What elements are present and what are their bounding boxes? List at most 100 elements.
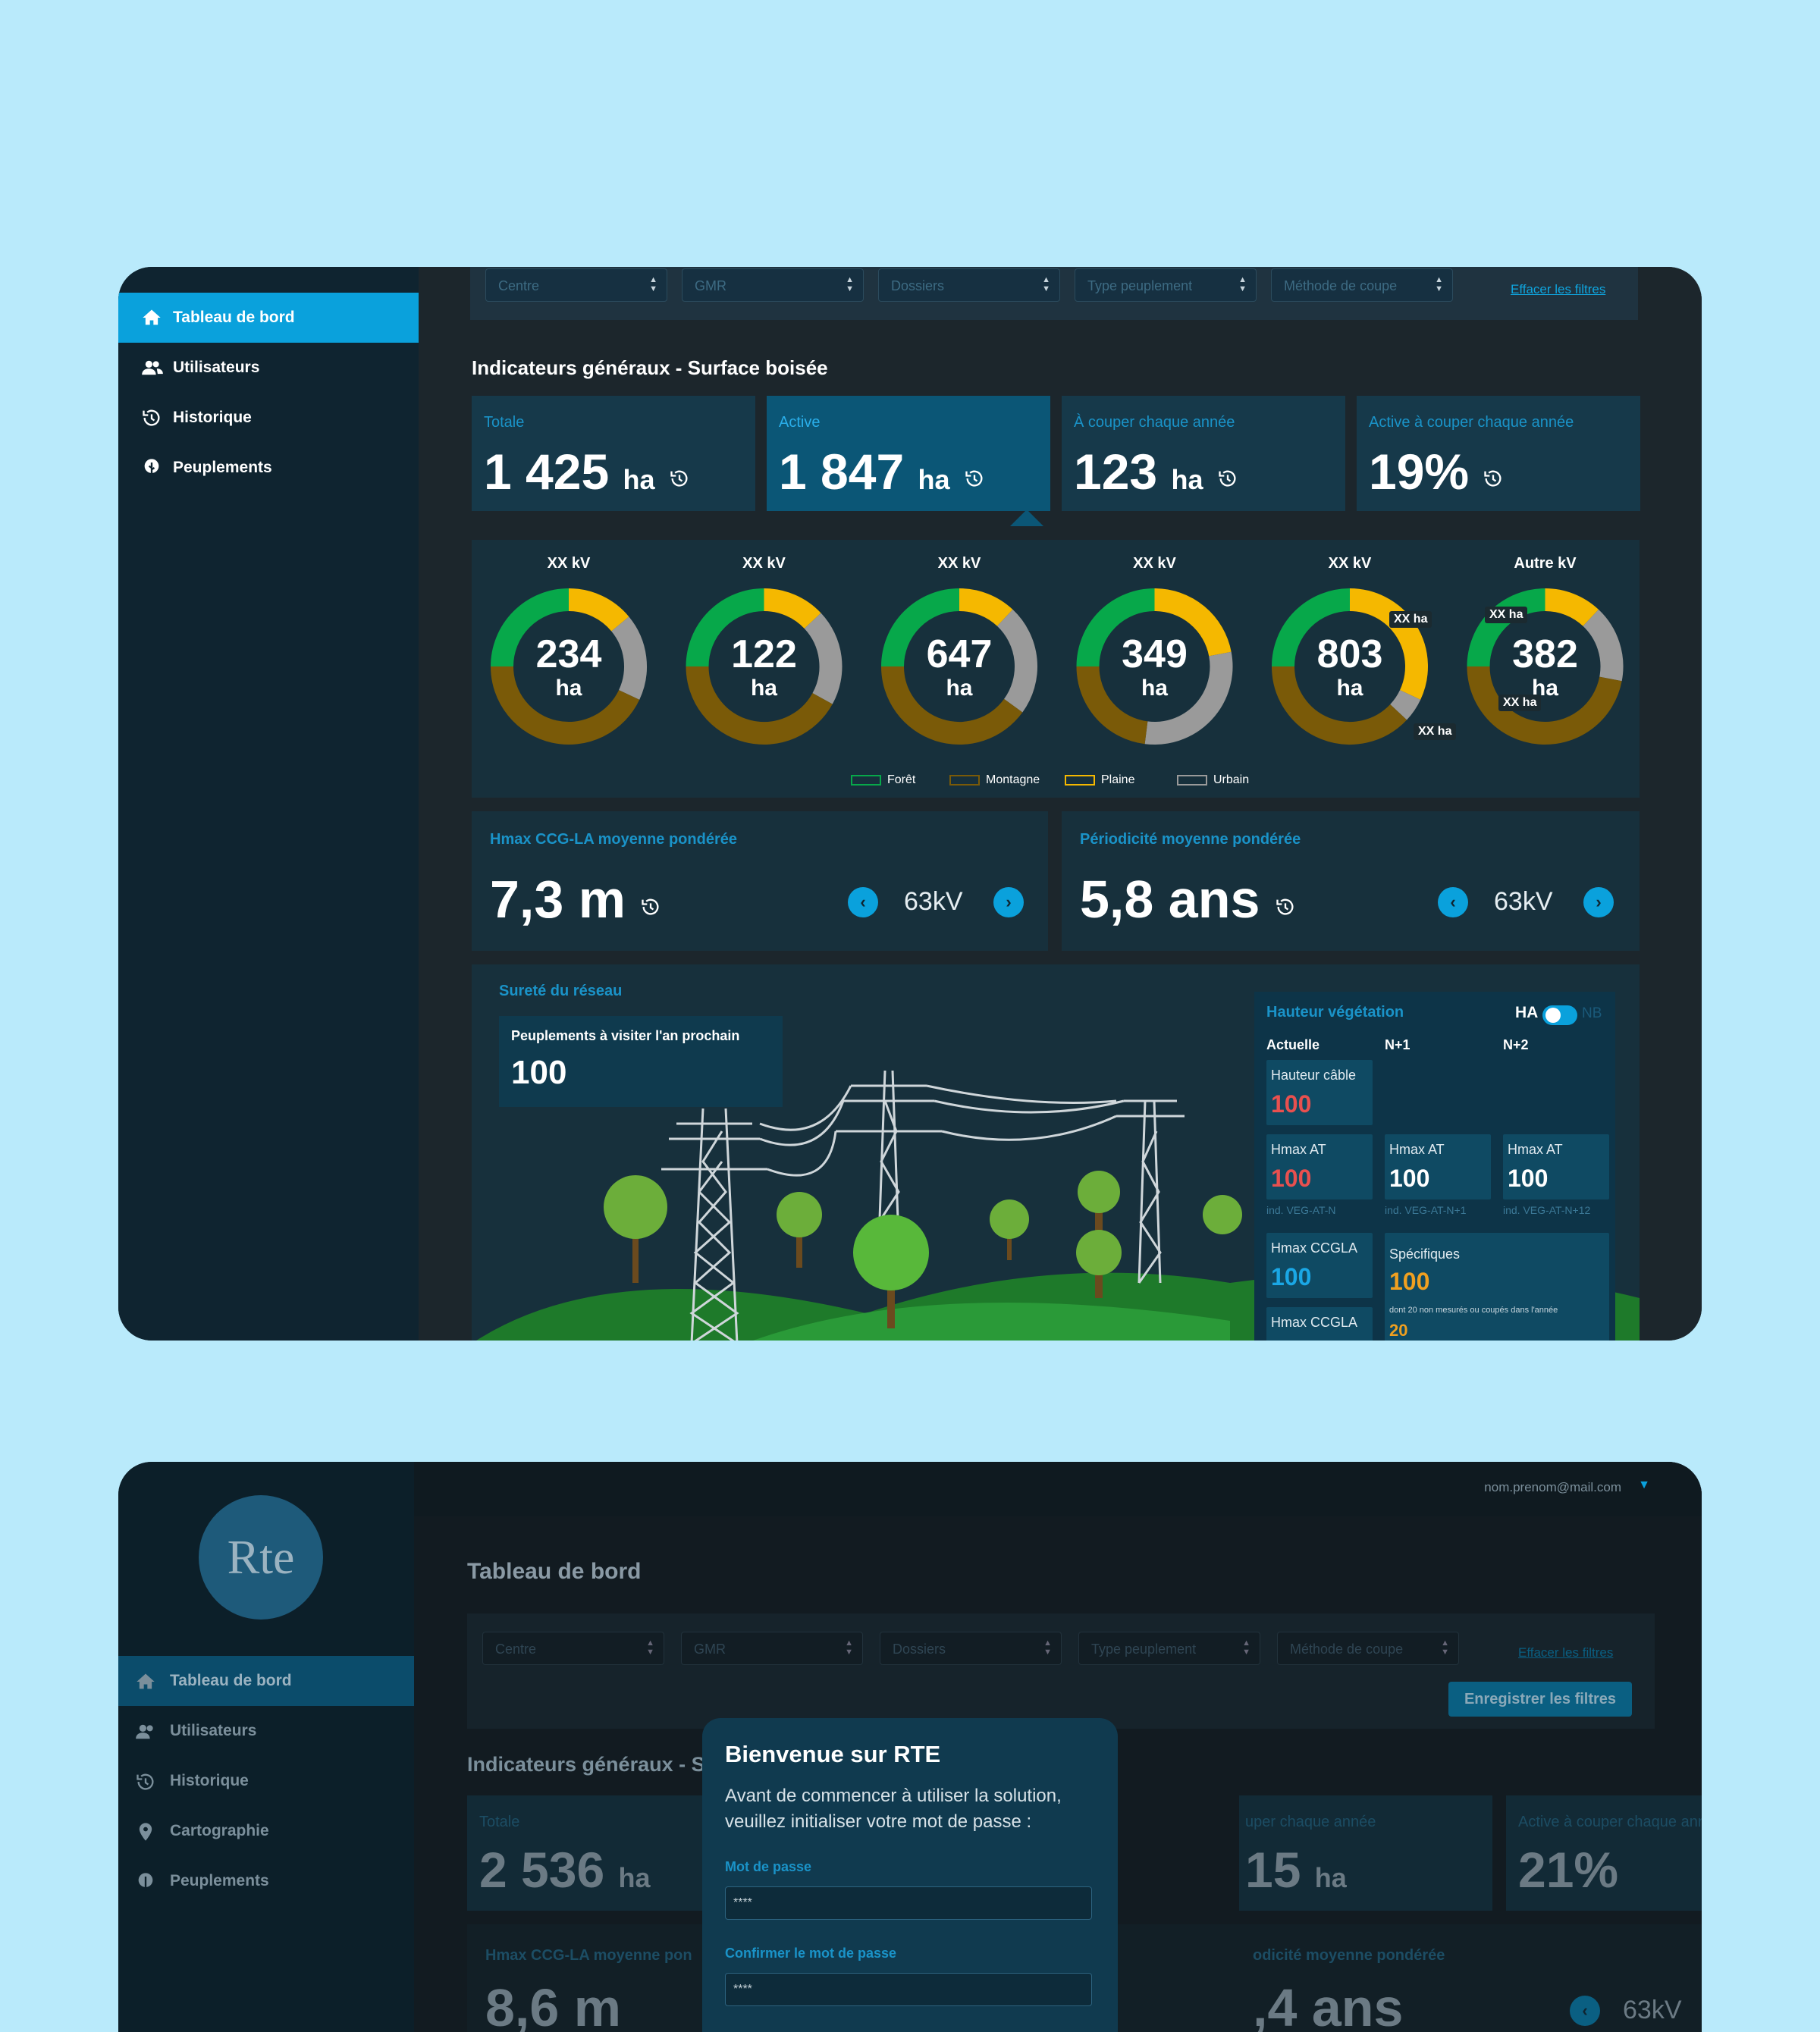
type-peuplement-select[interactable]: Type peuplement ▲ ▼ <box>1078 1632 1260 1665</box>
prev-kv-button[interactable]: ‹ <box>1570 1996 1600 2026</box>
col-label: N+1 <box>1385 1037 1410 1052</box>
kpi-active-a-couper[interactable]: Active à couper chaque année 19% <box>1357 396 1640 511</box>
donut-segment <box>1272 588 1351 667</box>
sidebar-item-label: Cartographie <box>170 1822 269 1839</box>
kpi-number: 1 847 <box>779 444 905 500</box>
history-icon[interactable] <box>964 468 985 489</box>
chevron-down-icon[interactable]: ▼ <box>1638 1479 1650 1491</box>
history-icon[interactable] <box>1217 468 1238 489</box>
box-label: Hmax AT <box>1508 1142 1563 1157</box>
hmax-ccgla-box: Hmax CCGLA 100 <box>1266 1233 1373 1298</box>
toggle-knob <box>1545 1008 1561 1023</box>
next-kv-button[interactable]: › <box>993 887 1024 917</box>
donut-number: 234 <box>535 632 602 676</box>
chevron-updown-icon: ▲ ▼ <box>1441 1638 1449 1657</box>
donut-number: 122 <box>731 632 797 676</box>
prev-kv-button[interactable]: ‹ <box>848 887 878 917</box>
history-icon[interactable] <box>669 468 690 489</box>
donut-unit: ha <box>555 676 582 701</box>
kpi-label: Totale <box>479 1814 520 1830</box>
chevron-updown-icon: ▲ ▼ <box>1435 275 1443 293</box>
chevron-left-icon: ‹ <box>1582 2001 1588 2020</box>
gmr-select[interactable]: GMR ▲ ▼ <box>682 268 864 302</box>
top-bar: nom.prenom@mail.com ▼ <box>414 1462 1702 1516</box>
donut-segment <box>1349 588 1428 700</box>
kpi-value: 21% <box>1518 1842 1619 1898</box>
user-email[interactable]: nom.prenom@mail.com <box>1484 1480 1621 1494</box>
box-label: Hmax AT <box>1271 1142 1326 1157</box>
donut-number: 382 <box>1512 632 1578 676</box>
kpi-a-couper[interactable]: À couper chaque année 123 ha <box>1062 396 1345 511</box>
legend-item-plaine: Plaine <box>1065 773 1134 787</box>
history-icon[interactable] <box>640 896 661 917</box>
sidebar-item-peuplements[interactable]: Peuplements <box>118 1856 414 1906</box>
methode-coupe-select[interactable]: Méthode de coupe ▲ ▼ <box>1271 268 1453 302</box>
donut-segment <box>491 666 640 745</box>
sidebar-item-tableau-de-bord[interactable]: Tableau de bord <box>118 1656 414 1706</box>
donut-segment <box>686 588 765 667</box>
surete-panel: Sureté du réseau <box>472 964 1640 1341</box>
donut-segment <box>763 588 821 629</box>
select-value: Méthode de coupe <box>1284 278 1398 293</box>
indicator-label: ind. VEG-AT-N+1 <box>1385 1204 1467 1216</box>
sidebar-item-peuplements[interactable]: Peuplements <box>118 443 419 493</box>
sidebar-item-historique[interactable]: Historique <box>118 393 419 443</box>
save-filters-button[interactable]: Enregistrer les filtres <box>1448 1682 1632 1717</box>
sidebar-item-utilisateurs[interactable]: Utilisateurs <box>118 1706 414 1756</box>
password-field[interactable]: **** <box>725 1886 1092 1920</box>
type-peuplement-select[interactable]: Type peuplement ▲ ▼ <box>1075 268 1257 302</box>
kpi-active[interactable]: Active 1 847 ha <box>767 396 1050 511</box>
confirm-password-field[interactable]: **** <box>725 1973 1092 2006</box>
clear-filters-link[interactable]: Effacer les filtres <box>1518 1645 1614 1660</box>
kv-value: 63kV <box>1494 887 1553 916</box>
clear-filters-link[interactable]: Effacer les filtres <box>1511 282 1606 296</box>
next-kv-button[interactable]: › <box>1583 887 1614 917</box>
donut-segment <box>1144 651 1233 745</box>
donut-segment <box>1153 588 1232 657</box>
history-icon[interactable] <box>1275 896 1296 917</box>
methode-coupe-select[interactable]: Méthode de coupe ▲ ▼ <box>1277 1632 1459 1665</box>
legend-swatch <box>1065 775 1095 786</box>
kpi-number: 15 <box>1245 1842 1301 1898</box>
toggle-off-label: NB <box>1582 1005 1602 1021</box>
kpi-totale[interactable]: Totale 1 425 ha <box>472 396 755 511</box>
select-value: Centre <box>495 1642 537 1657</box>
dossiers-select[interactable]: Dossiers ▲ ▼ <box>878 268 1060 302</box>
donut-segment <box>804 613 843 704</box>
history-icon[interactable] <box>1483 468 1504 489</box>
donut-unit: ha <box>1336 676 1363 701</box>
kpi-number: 1 425 <box>484 444 610 500</box>
centre-select[interactable]: Centre ▲ ▼ <box>482 1632 664 1665</box>
home-icon <box>143 309 161 325</box>
donut-label: XX kV <box>1328 555 1372 572</box>
legend-item-montagne: Montagne <box>949 773 1040 787</box>
kpi-totale: Totale 2 536 ha <box>467 1795 717 1911</box>
sidebar-item-historique[interactable]: Historique <box>118 1756 414 1806</box>
dossiers-select[interactable]: Dossiers ▲ ▼ <box>880 1632 1062 1665</box>
users-icon <box>142 360 163 375</box>
gmr-select[interactable]: GMR ▲ ▼ <box>681 1632 863 1665</box>
centre-select[interactable]: Centre ▲ ▼ <box>485 268 667 302</box>
donut-value: 122 ha <box>704 633 825 701</box>
metric-number: 5,8 ans <box>1080 870 1260 929</box>
rte-logo: Rte <box>199 1495 323 1620</box>
legend-swatch <box>949 775 980 786</box>
donut-number: 803 <box>1316 632 1383 676</box>
map-pin-icon <box>139 1823 152 1841</box>
ha-nb-toggle[interactable] <box>1542 1005 1577 1025</box>
select-value: Type peuplement <box>1087 278 1193 293</box>
donut-label: Autre kV <box>1514 555 1577 572</box>
donut-segment <box>610 616 647 700</box>
donut-badge: XX ha <box>1414 723 1457 740</box>
sidebar-item-tableau-de-bord[interactable]: Tableau de bord <box>118 293 419 343</box>
sidebar-item-utilisateurs[interactable]: Utilisateurs <box>118 343 419 393</box>
donut-segment <box>1389 689 1421 720</box>
kpi-label: Totale <box>484 414 525 431</box>
sidebar-item-label: Utilisateurs <box>173 359 260 376</box>
donut-unit: ha <box>946 676 973 701</box>
prev-kv-button[interactable]: ‹ <box>1438 887 1468 917</box>
sidebar-item-cartographie[interactable]: Cartographie <box>118 1806 414 1856</box>
donut-segment <box>959 588 1013 627</box>
donut-segment <box>1583 609 1624 682</box>
modal-title: Bienvenue sur RTE <box>725 1741 941 1767</box>
